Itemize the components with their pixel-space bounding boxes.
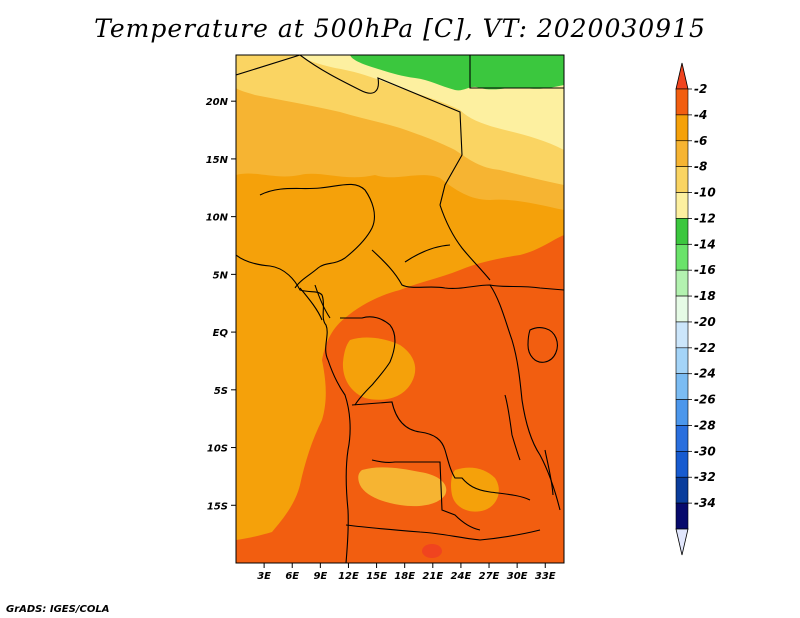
colorbar-segment xyxy=(675,373,689,400)
colorbar-label: -20 xyxy=(694,315,716,329)
lon-tick-label: 6E xyxy=(285,571,299,582)
lon-tick-label: 15E xyxy=(366,571,387,582)
map-boundaries xyxy=(236,55,564,563)
colorbar-bottom-arrow xyxy=(675,528,689,556)
boundary-angola-zambia xyxy=(371,459,481,531)
lat-tick-label: 10S xyxy=(207,444,228,455)
colorbar-label: -6 xyxy=(694,134,707,148)
boundary-namibia xyxy=(345,524,541,541)
map-title: Temperature at 500hPa [C], VT: 202003091… xyxy=(94,14,706,43)
lat-tick-label: 5N xyxy=(213,270,229,281)
field-minus14 xyxy=(350,55,564,91)
colorbar-segment xyxy=(675,476,689,504)
lake-tanganyika xyxy=(504,394,521,461)
boundary-drc-angola xyxy=(351,401,531,501)
boundary-chad-sudan xyxy=(404,204,491,281)
lon-tick-label: 18E xyxy=(394,571,415,582)
boundary-algeria-niger xyxy=(236,55,463,206)
colorbar-top-arrow xyxy=(675,62,689,90)
colorbar-segment xyxy=(675,399,689,426)
colorbar-segment xyxy=(675,166,689,193)
colorbar-label: -28 xyxy=(694,418,716,432)
boundary-congo-drc xyxy=(340,316,396,406)
boundary-car-drc xyxy=(371,249,564,291)
longitude-axis: 3E 6E 9E 12E 15E 18E 21E 24E 27E 30E 33E xyxy=(257,563,556,582)
field-pocket-congo xyxy=(342,337,416,400)
colorbar-label: -32 xyxy=(694,470,716,484)
field-minus2-spot xyxy=(422,544,442,558)
colorbar-label: -12 xyxy=(694,211,716,225)
colorbar-segment xyxy=(675,192,689,219)
colorbar: -2 -4 -6 -8 -10 -12 -14 -16 -18 -20 -22 -24 -26 -28 -3… xyxy=(675,62,716,556)
lon-tick-label: 27E xyxy=(479,571,500,582)
colorbar-segment xyxy=(675,243,689,271)
colorbar-segment xyxy=(675,88,689,116)
lake-victoria xyxy=(527,327,558,363)
grads-credit: GrADS: IGES/COLA xyxy=(6,604,110,615)
coastline-west-africa xyxy=(236,254,351,563)
colorbar-segment xyxy=(675,295,689,323)
lat-tick-label: 20N xyxy=(206,97,229,108)
colorbar-segment xyxy=(675,114,689,142)
lon-tick-label: 33E xyxy=(535,571,556,582)
lon-tick-label: 30E xyxy=(507,571,528,582)
temperature-field xyxy=(236,55,564,563)
colorbar-label: -16 xyxy=(694,263,716,277)
colorbar-segment xyxy=(675,502,689,530)
colorbar-label: -10 xyxy=(694,186,716,200)
colorbar-segment xyxy=(675,347,689,375)
colorbar-segment xyxy=(675,140,689,167)
boundary-east-africa xyxy=(489,284,561,511)
colorbar-label: -24 xyxy=(694,367,716,381)
lat-tick-label: EQ xyxy=(213,328,229,339)
lake-malawi xyxy=(544,449,554,496)
colorbar-segment xyxy=(675,218,689,245)
colorbar-label: -34 xyxy=(694,496,716,510)
colorbar-segment xyxy=(675,425,689,452)
colorbar-label: -30 xyxy=(694,444,716,458)
lat-tick-label: 5S xyxy=(214,386,228,397)
colorbar-segment xyxy=(675,269,689,297)
colorbar-label: -18 xyxy=(694,289,716,303)
colorbar-label: -26 xyxy=(694,393,716,407)
colorbar-label: -22 xyxy=(694,341,716,355)
lon-tick-label: 21E xyxy=(422,571,443,582)
lon-tick-label: 24E xyxy=(451,571,472,582)
colorbar-label: -8 xyxy=(694,160,707,174)
lat-tick-label: 15S xyxy=(207,501,228,512)
lon-tick-label: 9E xyxy=(313,571,327,582)
latitude-axis: 20N 15N 10N 5N EQ 5S 10S 15S xyxy=(206,97,236,512)
lat-tick-label: 15N xyxy=(206,155,229,166)
colorbar-segment xyxy=(675,321,689,349)
lon-tick-label: 3E xyxy=(257,571,271,582)
boundary-niger-nigeria xyxy=(259,183,375,289)
colorbar-label: -2 xyxy=(694,82,707,96)
field-pocket-angola xyxy=(358,467,447,507)
plot-frame xyxy=(235,54,565,564)
colorbar-label: -4 xyxy=(694,108,707,122)
lon-tick-label: 12E xyxy=(338,571,359,582)
colorbar-segment xyxy=(675,451,689,478)
colorbar-label: -14 xyxy=(694,237,716,251)
lat-tick-label: 10N xyxy=(206,213,229,224)
boundary-cameroon xyxy=(299,284,331,321)
boundary-libya-egypt xyxy=(469,55,564,89)
